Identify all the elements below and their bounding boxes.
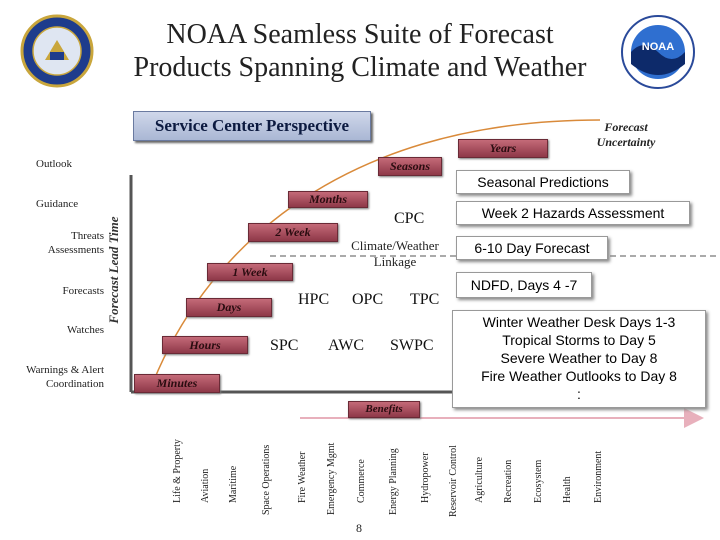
benefit-environment: Environment — [593, 450, 604, 503]
winter-line-3: Severe Weather to Day 8 — [500, 350, 658, 366]
week2-hazards-box: Week 2 Hazards Assessment — [456, 201, 690, 225]
benefit-life-property: Life & Property — [172, 439, 183, 503]
warnings-line-2: Coordination — [45, 378, 104, 390]
page-title: NOAA Seamless Suite of Forecast Products… — [0, 18, 720, 84]
center-hpc: HPC — [298, 291, 330, 308]
short-range-desks-box: Winter Weather Desk Days 1-3 Tropical St… — [452, 310, 706, 408]
warnings-line-1: Warnings & Alert — [26, 364, 104, 376]
center-opc: OPC — [352, 291, 384, 308]
forecast-lead-time-label: Forecast Lead Time — [106, 216, 121, 324]
outlook-label: Outlook — [36, 158, 73, 170]
years-banner: Years — [458, 139, 548, 158]
forecasts-label: Forecasts — [62, 285, 104, 297]
benefit-recreation: Recreation — [503, 459, 514, 503]
watches-label: Watches — [67, 324, 104, 336]
benefit-agriculture: Agriculture — [474, 456, 485, 503]
page-number: 8 — [356, 521, 362, 535]
winter-line-1: Winter Weather Desk Days 1-3 — [482, 314, 676, 330]
commerce-seal-icon — [20, 14, 94, 88]
benefits-banner: Benefits — [348, 401, 420, 418]
seasons-banner: Seasons — [378, 157, 442, 176]
day-6-10-forecast-box: 6-10 Day Forecast — [456, 236, 608, 260]
winter-line-2: Tropical Storms to Day 5 — [502, 332, 656, 348]
two-week-banner: 2 Week — [248, 223, 338, 242]
benefit-hydropower: Hydropower — [420, 452, 431, 503]
days-banner: Days — [186, 298, 272, 317]
benefit-maritime: Maritime — [228, 465, 239, 503]
title-line-2: Products Spanning Climate and Weather — [133, 52, 587, 83]
benefit-health: Health — [562, 476, 573, 503]
center-tpc: TPC — [410, 291, 440, 308]
service-center-banner: Service Center Perspective — [133, 111, 371, 141]
ndfd-box: NDFD, Days 4 -7 — [456, 272, 592, 298]
center-spc: SPC — [270, 337, 299, 354]
center-cpc: CPC — [394, 210, 425, 227]
center-swpc: SWPC — [390, 337, 434, 354]
noaa-logo-icon: NOAA — [621, 15, 695, 89]
threats-line-2: Assessments — [47, 244, 104, 256]
seasonal-predictions-box: Seasonal Predictions — [456, 170, 630, 194]
benefit-reservoir-control: Reservoir Control — [448, 445, 459, 517]
winter-line-4: Fire Weather Outlooks to Day 8 — [481, 368, 677, 384]
title-line-1: NOAA Seamless Suite of Forecast — [166, 19, 554, 50]
linkage-line-1: Climate/Weather — [351, 238, 439, 253]
benefit-space-operations: Space Operations — [261, 444, 272, 515]
forecast-uncertainty-line-2: Uncertainty — [596, 135, 656, 149]
forecast-uncertainty-label: Forecast Uncertainty — [590, 120, 662, 150]
forecast-uncertainty-line-1: Forecast — [604, 120, 648, 134]
benefit-aviation: Aviation — [200, 468, 211, 503]
winter-line-5: : — [577, 386, 581, 402]
climate-weather-linkage: Climate/Weather Linkage — [345, 238, 445, 270]
guidance-label: Guidance — [36, 198, 79, 210]
one-week-banner: 1 Week — [207, 263, 293, 281]
threats-line-1: Threats — [71, 230, 104, 242]
benefit-ecosystem: Ecosystem — [533, 459, 544, 503]
benefit-fire-weather: Fire Weather — [297, 451, 308, 504]
hours-banner: Hours — [162, 336, 248, 354]
benefit-energy-planning: Energy Planning — [388, 448, 399, 515]
benefit-emergency-mgmt: Emergency Mgmt — [326, 442, 337, 515]
benefit-commerce: Commerce — [356, 459, 367, 503]
threats-label: Threats Assessments — [40, 229, 104, 257]
warnings-label: Warnings & Alert Coordination — [14, 363, 104, 391]
center-awc: AWC — [328, 337, 365, 354]
minutes-banner: Minutes — [134, 374, 220, 393]
linkage-line-2: Linkage — [373, 254, 417, 269]
months-banner: Months — [288, 191, 368, 208]
noaa-logo-text: NOAA — [642, 41, 674, 53]
